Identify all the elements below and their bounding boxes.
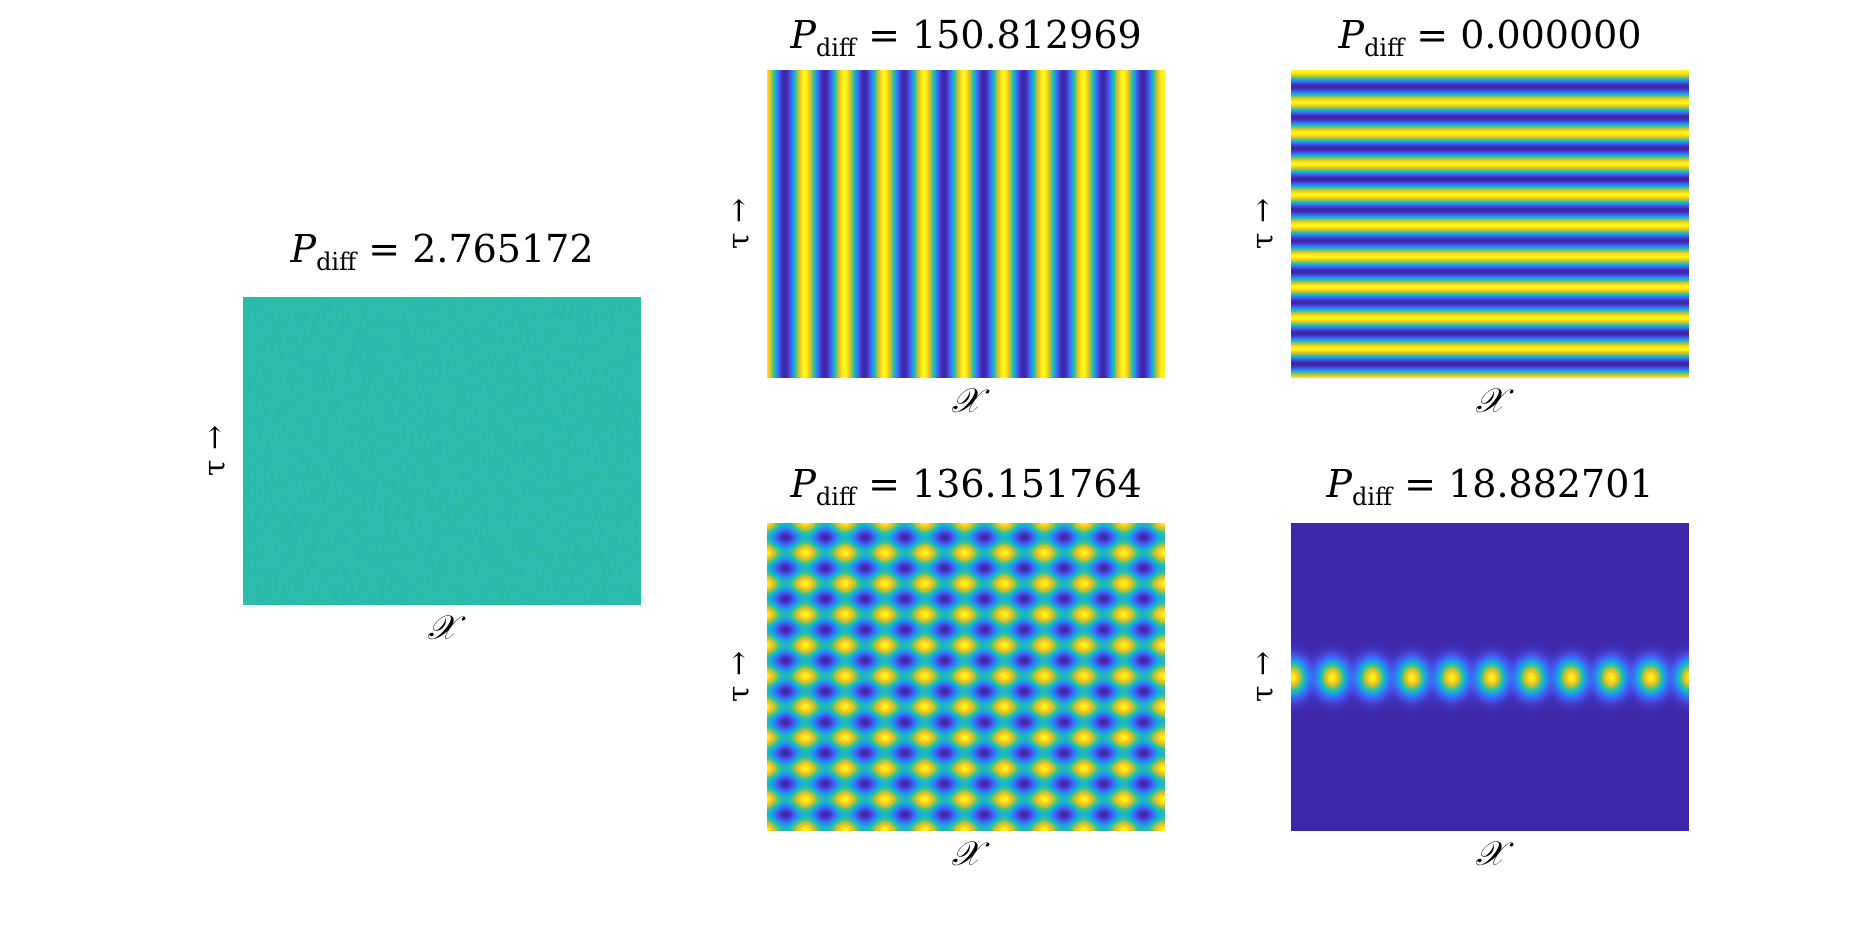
heatmap-noise <box>243 297 641 605</box>
y-axis-label: τ → <box>722 647 757 707</box>
title-subscript: diff <box>1352 483 1392 511</box>
panel-title: Pdiff = 0.000000 <box>1291 13 1689 62</box>
x-axis-label: 𝒳 <box>243 608 641 648</box>
y-axis-label: τ → <box>198 421 233 481</box>
panel-localized-band: Pdiff = 18.882701 𝒳 τ → <box>1291 462 1689 872</box>
title-equals: = <box>868 462 900 506</box>
title-subscript: diff <box>816 483 856 511</box>
heatmap-vertical-stripes <box>767 70 1165 378</box>
title-subscript: diff <box>1364 34 1404 62</box>
title-equals: = <box>1416 13 1448 57</box>
title-value: 18.882701 <box>1448 462 1654 506</box>
x-axis-label: 𝒳 <box>767 381 1165 421</box>
panel-title: Pdiff = 18.882701 <box>1291 462 1689 511</box>
title-equals: = <box>1404 462 1436 506</box>
heatmap-localized-band <box>1291 523 1689 831</box>
heatmap-checkerboard <box>767 523 1165 831</box>
title-symbol: P <box>1338 13 1364 57</box>
y-axis-label: τ → <box>1246 194 1281 254</box>
title-value: 2.765172 <box>412 227 593 271</box>
panel-horizontal-stripes: Pdiff = 0.000000 𝒳 τ → <box>1291 10 1689 420</box>
panel-noise: Pdiff = 2.765172 𝒳 τ → <box>243 235 641 645</box>
panel-title: Pdiff = 150.812969 <box>767 13 1165 62</box>
title-equals: = <box>368 227 400 271</box>
title-symbol: P <box>1326 462 1352 506</box>
panel-checkerboard: Pdiff = 136.151764 𝒳 τ → <box>767 462 1165 872</box>
panel-title: Pdiff = 2.765172 <box>243 227 641 276</box>
x-axis-label: 𝒳 <box>1291 834 1689 874</box>
title-value: 150.812969 <box>912 13 1142 57</box>
y-axis-label: τ → <box>722 194 757 254</box>
title-equals: = <box>868 13 900 57</box>
title-symbol: P <box>790 13 816 57</box>
title-subscript: diff <box>316 248 356 276</box>
x-axis-label: 𝒳 <box>1291 381 1689 421</box>
title-subscript: diff <box>816 34 856 62</box>
title-value: 0.000000 <box>1460 13 1641 57</box>
panel-title: Pdiff = 136.151764 <box>767 462 1165 511</box>
x-axis-label: 𝒳 <box>767 834 1165 874</box>
panel-vertical-stripes: Pdiff = 150.812969 𝒳 τ → <box>767 10 1165 420</box>
y-axis-label: τ → <box>1246 647 1281 707</box>
heatmap-horizontal-stripes <box>1291 70 1689 378</box>
title-symbol: P <box>290 227 316 271</box>
title-symbol: P <box>790 462 816 506</box>
title-value: 136.151764 <box>912 462 1142 506</box>
